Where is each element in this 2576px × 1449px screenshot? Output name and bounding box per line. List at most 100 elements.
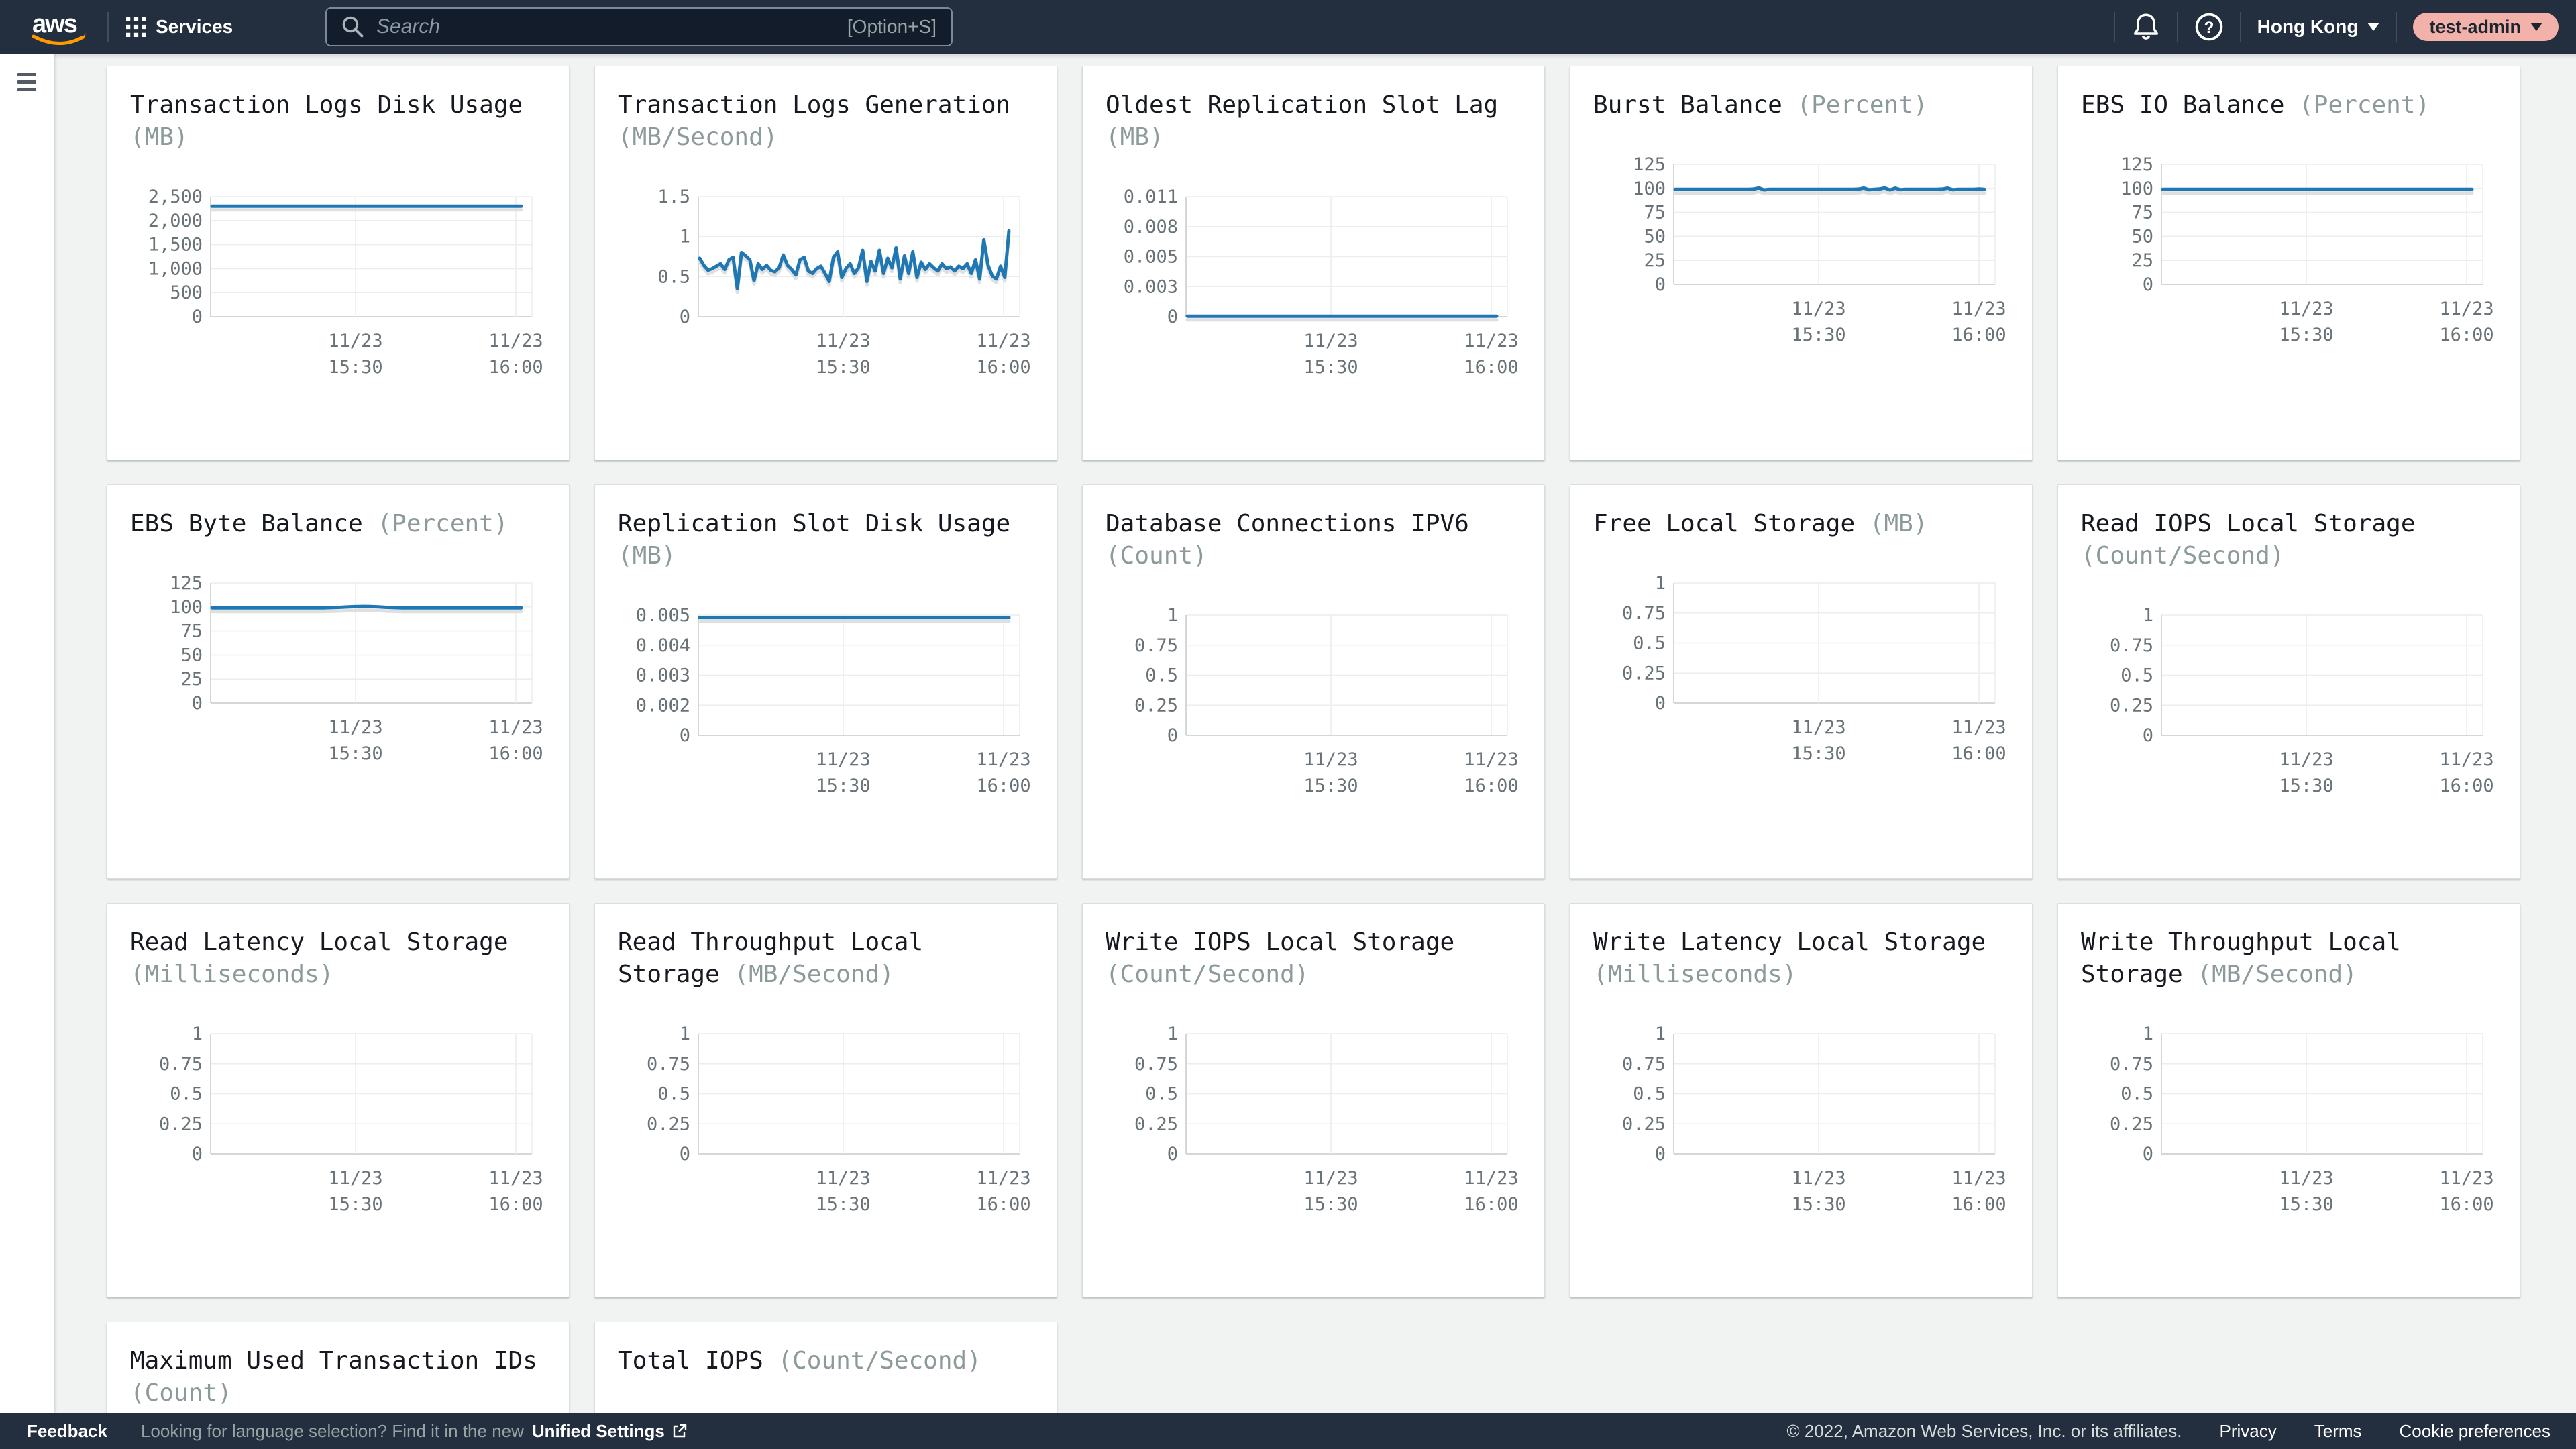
- metric-card[interactable]: Database Connections IPV6 (Count) 1 0.75 0.…: [1082, 484, 1545, 879]
- svg-text:11/23: 11/23: [1791, 1168, 1845, 1189]
- svg-text:11/23: 11/23: [976, 1168, 1030, 1189]
- chart-title: Maximum Used Transaction IDs (Count): [130, 1345, 546, 1409]
- language-prompt-text: Looking for language selection? Find it …: [140, 1420, 524, 1441]
- global-search-box[interactable]: [Option+S]: [325, 7, 953, 46]
- metric-card[interactable]: Read Throughput Local Storage (MB/Second…: [594, 903, 1057, 1297]
- services-menu-button[interactable]: Services: [126, 16, 233, 38]
- metric-card[interactable]: Transaction Logs Disk Usage (MB) 2,500 2,0…: [107, 66, 570, 460]
- svg-text:1: 1: [2143, 1026, 2153, 1044]
- chart-plot: 1 0.75 0.5 0.25 0 11/23 15:30 11/23 16:00: [647, 1026, 1031, 1215]
- svg-text:0.5: 0.5: [1145, 1084, 1178, 1105]
- chart-title: Oldest Replication Slot Lag (MB): [1106, 89, 1521, 154]
- metric-card[interactable]: Replication Slot Disk Usage (MB) 0.005 0.0…: [594, 484, 1057, 879]
- svg-text:11/23: 11/23: [976, 749, 1030, 770]
- svg-text:15:30: 15:30: [1791, 1194, 1845, 1215]
- svg-text:0.002: 0.002: [636, 695, 690, 716]
- svg-text:50: 50: [1644, 226, 1666, 247]
- cards-grid: Transaction Logs Disk Usage (MB) 2,500 2,0…: [54, 54, 2520, 1413]
- svg-text:11/23: 11/23: [1951, 299, 2006, 319]
- svg-text:25: 25: [180, 669, 203, 690]
- hamburger-menu-button[interactable]: [17, 73, 36, 91]
- chart-unit-text: (Milliseconds): [1593, 961, 1797, 988]
- svg-text:15:30: 15:30: [1791, 325, 1845, 345]
- svg-text:0.75: 0.75: [159, 1054, 203, 1075]
- svg-text:0.5: 0.5: [1145, 665, 1178, 686]
- metric-card[interactable]: Oldest Replication Slot Lag (MB) 0.011 0.0…: [1082, 66, 1545, 460]
- svg-text:11/23: 11/23: [488, 1168, 543, 1189]
- svg-text:25: 25: [1644, 250, 1666, 271]
- chart-title-text: Write Throughput Local Storage: [2081, 928, 2401, 988]
- notifications-bell-button[interactable]: [2131, 12, 2161, 42]
- account-menu-button[interactable]: test-admin: [2413, 13, 2559, 41]
- metric-card[interactable]: Read Latency Local Storage (Milliseconds…: [107, 903, 570, 1297]
- svg-text:11/23: 11/23: [2439, 1168, 2493, 1189]
- svg-text:16:00: 16:00: [1951, 1194, 2006, 1215]
- svg-text:1: 1: [680, 1026, 690, 1044]
- svg-text:0: 0: [2143, 274, 2153, 295]
- metric-card[interactable]: Burst Balance (Percent) 125 100 75 50 25 0 11/2…: [1570, 66, 2033, 460]
- search-input[interactable]: [375, 15, 837, 39]
- svg-text:75: 75: [2131, 203, 2153, 223]
- aws-logo[interactable]: aws: [28, 8, 90, 46]
- privacy-link[interactable]: Privacy: [2219, 1420, 2277, 1441]
- metric-card[interactable]: EBS IO Balance (Percent) 125 100 75 50 25 0 11/…: [2057, 66, 2520, 460]
- svg-text:0.003: 0.003: [1124, 276, 1178, 297]
- monitoring-metrics-panel: Transaction Logs Disk Usage (MB) 2,500 2,0…: [54, 54, 2576, 1413]
- metric-card[interactable]: Transaction Logs Generation (MB/Second) 1…: [594, 66, 1057, 460]
- svg-text:75: 75: [1644, 203, 1666, 223]
- svg-text:11/23: 11/23: [816, 1168, 870, 1189]
- svg-text:1.5: 1.5: [657, 189, 690, 207]
- svg-text:11/23: 11/23: [1464, 1168, 1518, 1189]
- chart-title-text: Burst Balance: [1593, 91, 1782, 119]
- chart-unit-text: (MB/Second): [2197, 961, 2357, 988]
- svg-text:15:30: 15:30: [2279, 775, 2333, 796]
- svg-text:16:00: 16:00: [488, 1194, 543, 1215]
- region-selector[interactable]: Hong Kong: [2257, 16, 2380, 38]
- feedback-button[interactable]: Feedback: [27, 1420, 107, 1441]
- metric-card[interactable]: Write Throughput Local Storage (MB/Secon…: [2057, 903, 2520, 1297]
- metric-card[interactable]: Maximum Used Transaction IDs (Count)10.7…: [107, 1322, 570, 1413]
- chart-title: Replication Slot Disk Usage (MB): [618, 508, 1034, 572]
- svg-text:0.75: 0.75: [1134, 635, 1178, 656]
- svg-text:15:30: 15:30: [1303, 775, 1358, 796]
- chart-title: EBS IO Balance (Percent): [2081, 89, 2497, 121]
- nav-divider: [2176, 12, 2178, 42]
- metric-card[interactable]: Write IOPS Local Storage (Count/Second) 1…: [1082, 903, 1545, 1297]
- chart-unit-text: (MB): [1106, 123, 1164, 151]
- account-name: test-admin: [2429, 16, 2521, 37]
- svg-text:11/23: 11/23: [1303, 1168, 1358, 1189]
- terms-link[interactable]: Terms: [2314, 1420, 2362, 1441]
- metric-card[interactable]: Total IOPS (Count/Second) 10.750.50.25011…: [594, 1322, 1057, 1413]
- unified-settings-link[interactable]: Unified Settings: [532, 1421, 688, 1442]
- svg-text:0.25: 0.25: [1134, 1114, 1178, 1134]
- svg-text:0: 0: [1167, 307, 1178, 327]
- cookie-preferences-link[interactable]: Cookie preferences: [2399, 1420, 2551, 1441]
- svg-text:1,000: 1,000: [148, 258, 203, 279]
- svg-text:500: 500: [170, 282, 203, 303]
- svg-text:1: 1: [680, 227, 690, 248]
- bell-icon: [2133, 13, 2158, 40]
- metric-card[interactable]: Write Latency Local Storage (Millisecond…: [1570, 903, 2033, 1297]
- chart-title-text: Database Connections IPV6: [1106, 510, 1469, 537]
- svg-text:11/23: 11/23: [1464, 331, 1518, 352]
- metric-card[interactable]: EBS Byte Balance (Percent) 125 100 75 50 25 0 1…: [107, 484, 570, 879]
- svg-text:0: 0: [1167, 725, 1178, 746]
- svg-text:0: 0: [680, 307, 690, 327]
- chart-plot: 1 0.75 0.5 0.25 0 11/23 15:30 11/23 16:00: [1622, 575, 2006, 764]
- nav-divider: [2396, 12, 2398, 42]
- help-button[interactable]: ?: [2194, 12, 2224, 42]
- chart-unit-text: (MB): [1869, 510, 1928, 537]
- metric-card[interactable]: Read IOPS Local Storage (Count/Second) 1 0…: [2057, 484, 2520, 879]
- svg-text:16:00: 16:00: [1464, 775, 1518, 796]
- chart-title-text: Oldest Replication Slot Lag: [1106, 91, 1499, 119]
- svg-text:0: 0: [1167, 1144, 1178, 1165]
- metric-card[interactable]: Free Local Storage (MB) 1 0.75 0.5 0.25 0 11/2…: [1570, 484, 2033, 879]
- question-circle-icon: ?: [2195, 13, 2222, 41]
- svg-text:75: 75: [180, 621, 203, 642]
- svg-text:16:00: 16:00: [976, 1194, 1030, 1215]
- chart-title: Transaction Logs Generation (MB/Second): [618, 89, 1034, 154]
- nav-divider: [107, 12, 109, 42]
- svg-text:0: 0: [192, 693, 203, 714]
- chart-unit-text: (Count/Second): [2081, 542, 2285, 570]
